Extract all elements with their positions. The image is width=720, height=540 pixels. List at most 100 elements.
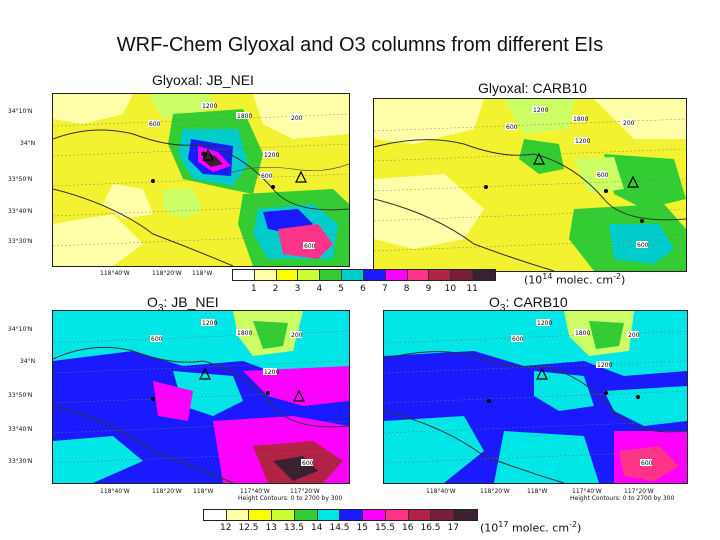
- coast2: [374, 198, 555, 271]
- contour-label-box: [532, 106, 546, 113]
- colorbar-tick-label: 17: [447, 523, 459, 533]
- map-o3-carb-svg: 1200 600 1800 200 1200 600: [384, 311, 687, 483]
- region-pale: [53, 94, 133, 124]
- contour-label: 1200: [537, 320, 552, 327]
- wind-row: [53, 330, 349, 344]
- region-pale3: [103, 184, 153, 219]
- triangle-marker: [533, 152, 545, 165]
- region-lime: [504, 99, 574, 134]
- contour-label-box: [627, 331, 639, 338]
- wind-row2: [384, 360, 687, 374]
- region-green: [253, 321, 288, 349]
- contour-label: 600: [302, 460, 314, 467]
- lat-tick: 34°N: [20, 358, 36, 365]
- wind-row3: [374, 178, 686, 192]
- lon-tick: 118°20'W: [480, 488, 510, 495]
- cbar-swatch: [451, 270, 473, 280]
- region-red: [278, 224, 333, 259]
- cbar-swatch: [363, 270, 386, 280]
- colorbar-tick-label: 1: [250, 284, 257, 294]
- colorbar-tick-label: 4: [316, 284, 323, 294]
- contour-label: 600: [304, 243, 316, 250]
- colorbar-tick-label: 12: [220, 523, 232, 533]
- cbar-swatch: [226, 510, 250, 520]
- wind-row4: [374, 208, 686, 222]
- cbar-swatch: [454, 510, 477, 520]
- coastline: [53, 129, 349, 211]
- region-magenta: [153, 381, 193, 421]
- cbar-swatch: [254, 270, 277, 280]
- wind-row4: [384, 420, 687, 434]
- contour-label-box: [505, 123, 517, 130]
- contour-label-box: [511, 335, 523, 342]
- wind-row2: [53, 360, 349, 374]
- contour-label-box: [263, 151, 277, 158]
- wind-row5: [53, 233, 349, 247]
- panel-title-gly-jb: Glyoxal: JB_NEI: [152, 72, 254, 88]
- colorbar-tick-label: 14: [311, 523, 323, 533]
- contour-label: 600: [151, 336, 163, 343]
- lon-tick: 118°40'W: [100, 488, 130, 495]
- map-o3-jb-svg: 1200 600 1800 200 1200 600: [53, 311, 349, 483]
- contour-label-box: [150, 335, 162, 342]
- site-dot: [487, 399, 491, 403]
- contour-label: 200: [628, 332, 640, 339]
- contour-label: 1200: [575, 138, 590, 145]
- site-dot: [201, 152, 205, 156]
- colorbar-tick-label: 11: [466, 284, 478, 294]
- contour-label: 600: [512, 336, 524, 343]
- region-green: [589, 321, 624, 349]
- wind-row3: [53, 173, 349, 187]
- wind-row2: [53, 143, 349, 157]
- cbar-swatch: [385, 510, 409, 520]
- cbar-swatch: [272, 510, 295, 520]
- lat-tick: 34°10'N: [8, 108, 33, 115]
- contour-label: 1200: [264, 152, 279, 159]
- wind-row5: [374, 238, 686, 252]
- map-gly-jb-svg: 1200 600 1800 200 1200 600 600: [53, 94, 349, 266]
- colorbar-tick-label: 13: [265, 523, 277, 533]
- triangle-marker: [627, 175, 639, 188]
- cbar-swatch: [407, 270, 430, 280]
- lon-tick: 117°40'W: [240, 488, 270, 495]
- height-contour-note: Height Contours: 0 to 2700 by 300: [238, 495, 343, 502]
- panel-title-gly-carb: Glyoxal: CARB10: [478, 80, 587, 96]
- contour-label: 1800: [237, 330, 252, 337]
- contour-label: 600: [637, 242, 649, 249]
- contour-label-box: [596, 171, 608, 178]
- contour-label-box: [640, 459, 652, 466]
- site-dot: [604, 391, 608, 395]
- map-gly-carb-svg: 1200 600 1800 200 1200 600 600: [374, 99, 686, 271]
- colorbar-tick-label: 5: [338, 284, 345, 294]
- cbar-swatch: [363, 510, 386, 520]
- contour-label-box: [536, 319, 550, 326]
- contour-label: 200: [291, 332, 303, 339]
- cbar-swatch: [320, 270, 343, 280]
- colorbar-tick-label: 9: [425, 284, 432, 294]
- triangle-marker: [202, 148, 214, 161]
- coast2: [53, 405, 234, 483]
- colorbar-tick-label: 15: [356, 523, 368, 533]
- lon-tick: 118°W: [193, 488, 214, 495]
- contour-label: 600: [641, 460, 653, 467]
- colorbar-tick-label: 13.5: [283, 523, 305, 533]
- colorbar-tick-label: 16.5: [420, 523, 441, 533]
- contour-label: 200: [623, 120, 635, 127]
- cbar-swatch: [431, 510, 455, 520]
- lon-tick: 117°20'W: [624, 488, 654, 495]
- contour-label-box: [201, 319, 215, 326]
- contour-label: 600: [506, 124, 518, 131]
- contour-label-box: [622, 119, 634, 126]
- region-pale2: [374, 174, 484, 249]
- contour-label-box: [201, 102, 215, 109]
- contour-label-box: [574, 137, 588, 144]
- contour-label: 1200: [597, 362, 612, 369]
- colorbar-tick-label: 2: [272, 284, 279, 294]
- colorbar-tick-label: 16: [402, 523, 414, 533]
- contour-label: 1200: [202, 103, 217, 110]
- region-green2: [604, 154, 686, 209]
- wind-row5: [53, 450, 349, 464]
- lon-tick: 118°40'W: [426, 488, 456, 495]
- cbar-swatch: [342, 270, 364, 280]
- cbar-swatch: [340, 510, 364, 520]
